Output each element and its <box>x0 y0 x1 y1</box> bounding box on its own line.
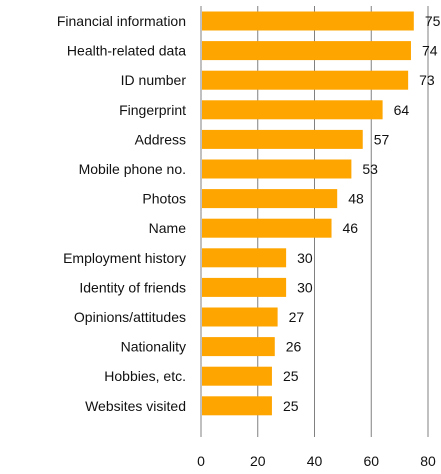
data-label: 48 <box>348 191 364 207</box>
bar <box>202 218 332 238</box>
bar <box>202 11 414 31</box>
category-label: ID number <box>121 72 187 88</box>
category-label: Hobbies, etc. <box>104 368 186 384</box>
bar <box>202 396 272 416</box>
data-label: 25 <box>283 398 299 414</box>
data-label: 25 <box>283 368 299 384</box>
bar <box>202 189 338 209</box>
labels: 0 20 40 60 80 Financial information 75 Health-r… <box>57 13 441 469</box>
bar <box>202 248 287 268</box>
category-label: Name <box>149 220 187 236</box>
data-label: 75 <box>425 13 441 29</box>
data-label: 26 <box>286 339 302 355</box>
x-tick-label: 60 <box>363 453 379 469</box>
bars <box>202 11 414 416</box>
category-label: Websites visited <box>85 398 186 414</box>
bar <box>202 129 363 149</box>
data-label: 46 <box>343 220 359 236</box>
category-label: Photos <box>142 191 186 207</box>
category-label: Fingerprint <box>119 102 186 118</box>
data-label: 30 <box>297 279 313 295</box>
category-label: Employment history <box>63 250 186 266</box>
category-label: Health-related data <box>67 43 186 59</box>
data-label: 64 <box>394 102 410 118</box>
data-label: 74 <box>422 43 438 59</box>
data-label: 27 <box>289 309 305 325</box>
bar <box>202 337 275 357</box>
x-tick-label: 40 <box>307 453 323 469</box>
category-label: Financial information <box>57 13 186 29</box>
category-label: Nationality <box>121 339 186 355</box>
x-tick-label: 0 <box>197 453 205 469</box>
data-label: 73 <box>419 72 435 88</box>
bar <box>202 41 411 61</box>
category-label: Mobile phone no. <box>79 161 186 177</box>
data-label: 57 <box>374 131 390 147</box>
data-label: 53 <box>362 161 378 177</box>
category-label: Identity of friends <box>79 279 186 295</box>
data-label: 30 <box>297 250 313 266</box>
category-label: Address <box>135 131 186 147</box>
bar <box>202 159 352 179</box>
x-tick-label: 80 <box>420 453 436 469</box>
bar <box>202 277 287 297</box>
x-tick-label: 20 <box>250 453 266 469</box>
bar <box>202 70 409 90</box>
bar <box>202 307 278 327</box>
category-label: Opinions/attitudes <box>74 309 186 325</box>
bar <box>202 100 383 120</box>
bar <box>202 366 272 386</box>
